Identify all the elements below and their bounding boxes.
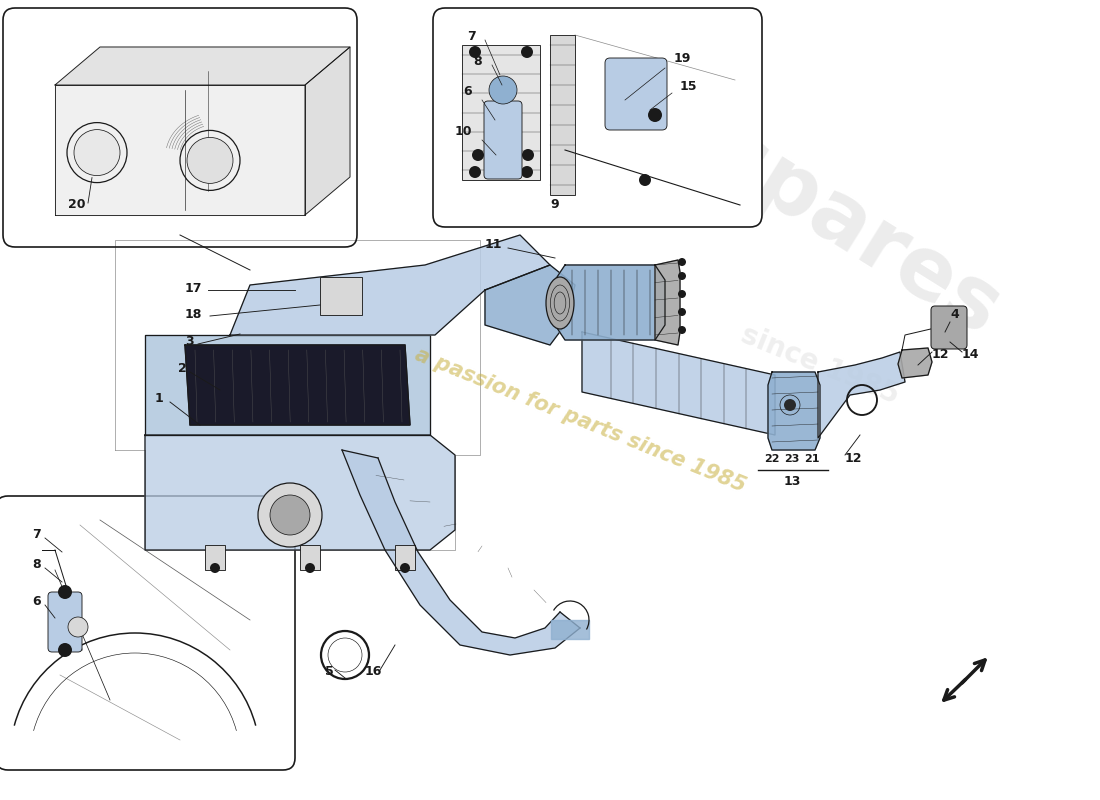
Polygon shape [898,348,932,378]
Circle shape [678,272,686,280]
Circle shape [678,326,686,334]
Polygon shape [654,260,680,345]
Bar [320,277,362,315]
Text: 13: 13 [783,475,801,488]
Polygon shape [145,335,430,435]
Circle shape [521,166,534,178]
Bar [205,545,225,570]
Polygon shape [485,265,575,345]
Bar [300,545,320,570]
Circle shape [187,138,233,183]
Circle shape [74,130,120,176]
FancyBboxPatch shape [0,496,295,770]
Circle shape [270,495,310,535]
Text: 21: 21 [804,454,820,464]
FancyBboxPatch shape [433,8,762,227]
Text: 3: 3 [185,335,194,348]
Polygon shape [818,352,905,438]
Circle shape [469,46,481,58]
Text: 19: 19 [673,52,691,65]
Circle shape [678,258,686,266]
Circle shape [521,46,534,58]
Text: 12: 12 [845,452,862,465]
Bar [395,545,415,570]
Circle shape [784,399,796,411]
FancyBboxPatch shape [931,306,967,349]
Text: 10: 10 [454,125,472,138]
Circle shape [305,563,315,573]
Polygon shape [230,235,550,335]
Text: 11: 11 [485,238,503,251]
FancyBboxPatch shape [605,58,667,130]
Circle shape [58,643,72,657]
Polygon shape [145,435,455,550]
Polygon shape [185,345,410,425]
Text: 16: 16 [365,665,383,678]
FancyBboxPatch shape [3,8,358,247]
Text: 22: 22 [764,454,780,464]
Circle shape [678,308,686,316]
Circle shape [648,108,662,122]
Polygon shape [342,450,580,655]
Circle shape [639,174,651,186]
Text: 7: 7 [468,30,476,43]
Polygon shape [582,332,775,435]
FancyBboxPatch shape [484,101,522,179]
Circle shape [522,149,534,161]
Circle shape [258,483,322,547]
Text: 14: 14 [962,348,979,361]
Text: 8: 8 [474,55,482,68]
Text: 4: 4 [950,308,959,321]
Text: since 1985: since 1985 [737,321,903,410]
Polygon shape [768,372,820,450]
Circle shape [469,166,481,178]
Text: 18: 18 [185,308,202,321]
Text: 23: 23 [784,454,800,464]
Circle shape [68,617,88,637]
Text: 6: 6 [32,595,41,608]
Polygon shape [55,85,305,215]
Bar [550,35,575,195]
Text: 6: 6 [464,85,472,98]
Circle shape [678,290,686,298]
FancyBboxPatch shape [48,592,82,652]
Text: Jspares: Jspares [672,90,1018,350]
Circle shape [472,149,484,161]
Circle shape [490,76,517,104]
Ellipse shape [546,277,574,329]
Polygon shape [551,620,588,639]
Text: 20: 20 [68,198,86,211]
Text: 5: 5 [324,665,333,678]
Text: 1: 1 [155,392,164,405]
Polygon shape [305,47,350,215]
Text: 8: 8 [32,558,41,571]
Text: 12: 12 [932,348,949,361]
Circle shape [210,563,220,573]
Bar [462,45,540,180]
Text: 7: 7 [32,528,41,541]
Text: 15: 15 [680,80,696,93]
Circle shape [58,585,72,599]
Polygon shape [55,47,350,85]
Text: a passion for parts since 1985: a passion for parts since 1985 [411,344,748,496]
Text: 17: 17 [185,282,202,295]
Text: 9: 9 [551,198,559,211]
Circle shape [400,563,410,573]
Text: 2: 2 [178,362,187,375]
Polygon shape [556,265,666,340]
